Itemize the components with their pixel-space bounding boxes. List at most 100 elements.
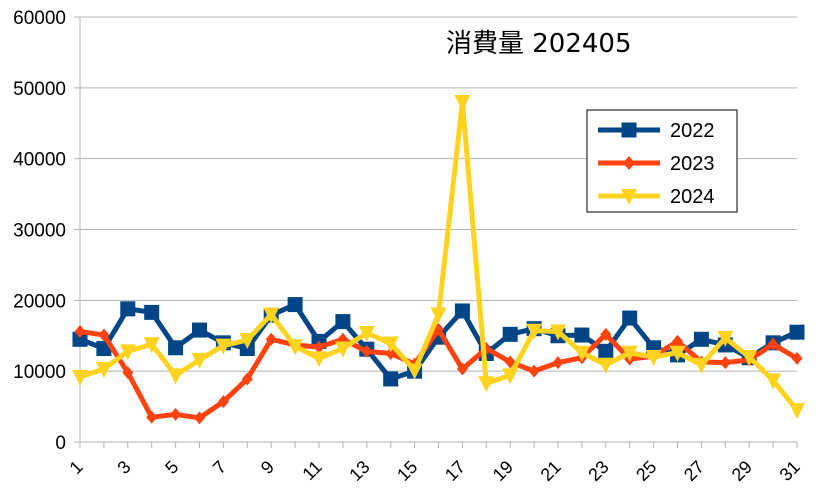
data-point xyxy=(789,324,805,340)
series-layer xyxy=(72,95,805,425)
data-point xyxy=(550,324,566,341)
data-point xyxy=(600,327,612,341)
data-point xyxy=(239,333,256,349)
data-point xyxy=(669,345,686,362)
data-point xyxy=(334,341,351,358)
data-point xyxy=(287,297,303,313)
data-point xyxy=(146,410,158,424)
data-point xyxy=(693,357,710,374)
data-point xyxy=(192,322,207,338)
x-tick-label: 11 xyxy=(298,457,325,484)
data-point xyxy=(430,307,447,324)
y-tick-label: 30000 xyxy=(13,221,66,242)
data-point xyxy=(741,350,758,366)
x-tick-label: 17 xyxy=(441,457,469,485)
x-tick-label: 7 xyxy=(209,457,230,478)
data-point xyxy=(215,338,232,355)
y-tick-label: 0 xyxy=(55,433,66,454)
x-tick-label: 5 xyxy=(161,457,182,478)
data-point xyxy=(719,356,731,370)
y-axis-ticks: 0 10000 20000 30000 40000 50000 60000 xyxy=(13,8,66,454)
data-point xyxy=(478,376,495,393)
x-tick-label: 15 xyxy=(393,457,421,485)
data-point xyxy=(574,327,590,343)
data-point xyxy=(74,325,86,338)
data-point xyxy=(621,345,638,362)
data-point xyxy=(167,368,184,385)
y-tick-label: 10000 xyxy=(13,362,66,383)
legend-label: 2023 xyxy=(670,153,715,175)
legend-item: 2024 xyxy=(598,186,715,208)
x-tick-label: 9 xyxy=(257,457,278,478)
data-point xyxy=(144,304,160,320)
legend: 2022 2023 2024 xyxy=(586,109,738,213)
x-tick-label: 19 xyxy=(489,457,517,485)
data-point xyxy=(526,323,543,340)
data-point xyxy=(454,303,470,319)
y-tick-label: 20000 xyxy=(13,291,66,312)
grid-lines xyxy=(74,16,798,448)
data-point xyxy=(645,350,662,366)
x-tick-label: 1 xyxy=(66,457,87,478)
data-point xyxy=(217,395,229,409)
data-point xyxy=(358,325,375,342)
data-point xyxy=(406,363,423,380)
data-point xyxy=(241,372,253,386)
data-point xyxy=(122,366,134,380)
data-point xyxy=(95,362,112,379)
data-point xyxy=(98,328,110,342)
data-point xyxy=(502,368,519,385)
data-point xyxy=(265,332,277,346)
data-point xyxy=(622,310,638,326)
data-point xyxy=(672,334,683,348)
x-axis-ticks: 1 3 5 7 9 11 13 15 17 19 21 23 25 27 29 31 xyxy=(66,457,804,485)
data-point xyxy=(383,371,399,387)
data-point xyxy=(597,357,614,374)
x-tick-label: 29 xyxy=(728,457,756,485)
y-tick-label: 40000 xyxy=(13,150,66,171)
x-tick-label: 3 xyxy=(113,457,134,478)
data-point xyxy=(120,301,136,317)
data-point xyxy=(361,344,373,358)
data-point xyxy=(623,156,635,170)
data-point xyxy=(72,331,88,347)
data-point xyxy=(765,373,782,390)
data-point xyxy=(72,369,88,386)
data-point xyxy=(791,351,803,365)
legend-item: 2022 xyxy=(598,120,715,142)
data-point xyxy=(767,337,779,351)
data-point xyxy=(313,340,325,354)
x-tick-label: 31 xyxy=(776,457,804,485)
data-point xyxy=(382,336,399,353)
x-tick-label: 13 xyxy=(345,457,373,485)
data-point xyxy=(456,362,468,376)
data-point xyxy=(789,403,805,420)
data-point xyxy=(552,356,564,370)
data-point xyxy=(119,344,136,361)
data-point xyxy=(194,411,205,425)
data-point xyxy=(573,345,590,362)
data-point xyxy=(311,351,327,368)
y-tick-label: 50000 xyxy=(13,79,66,100)
chart-title: 消費量 202405 xyxy=(446,29,632,59)
legend-item: 2023 xyxy=(598,153,715,175)
data-point xyxy=(693,331,709,347)
legend-label: 2024 xyxy=(670,186,715,208)
data-point xyxy=(168,340,184,356)
legend-label: 2022 xyxy=(670,120,715,142)
series-2024 xyxy=(72,95,805,420)
x-tick-label: 27 xyxy=(680,457,708,485)
data-point xyxy=(287,339,304,356)
data-point xyxy=(598,343,614,359)
y-tick-label: 60000 xyxy=(13,8,66,29)
data-point xyxy=(191,352,208,369)
x-tick-label: 21 xyxy=(537,457,565,485)
data-point xyxy=(143,337,160,354)
data-point xyxy=(170,407,182,421)
x-tick-label: 25 xyxy=(632,457,660,485)
data-point xyxy=(621,122,637,138)
data-point xyxy=(335,314,351,330)
data-point xyxy=(454,95,471,111)
data-point xyxy=(263,307,280,324)
